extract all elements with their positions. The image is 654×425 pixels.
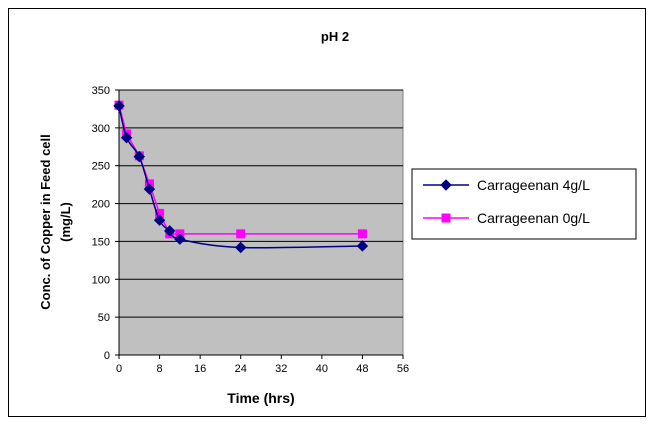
series-1-point-5 <box>164 225 176 237</box>
x-tick-label-40: 40 <box>316 363 328 375</box>
x-tick-label-16: 16 <box>194 363 206 375</box>
y-tick-label-0: 0 <box>104 350 110 362</box>
series-1-point-2 <box>133 150 145 163</box>
y-tick-label-300: 300 <box>92 123 110 135</box>
series-2-point-7 <box>236 229 246 239</box>
legend-label-series-2: Carrageenan 0g/L <box>477 210 590 226</box>
series-1-point-1 <box>120 131 133 144</box>
series-1-point-6 <box>174 233 186 245</box>
y-tick-label-250: 250 <box>92 161 110 173</box>
legend-marker-series-1 <box>440 179 452 191</box>
series-1-point-0 <box>113 100 125 112</box>
x-tick-label-32: 32 <box>275 363 287 375</box>
y-tick-label-100: 100 <box>92 274 110 286</box>
x-tick-label-8: 8 <box>157 363 163 375</box>
chart-frame: pH 2 0 50 100 150 200 250 300 350 0 8 16 24 32 40 48 56… <box>8 8 646 417</box>
legend-box <box>411 168 637 240</box>
grid-lines <box>119 89 403 318</box>
series-1-point-7 <box>235 241 247 254</box>
chart-title: pH 2 <box>321 29 349 44</box>
series-layer <box>113 100 369 254</box>
x-axis-title: Time (hrs) <box>227 390 294 406</box>
x-tick-label-56: 56 <box>397 363 409 375</box>
legend-items <box>423 179 469 223</box>
chart-svg: pH 2 0 50 100 150 200 250 300 350 0 8 16 24 32 40 48 56… <box>38 29 637 406</box>
series-1-point-4 <box>153 214 166 226</box>
series-2-point-8 <box>357 229 367 239</box>
y-tick-label-200: 200 <box>92 199 110 211</box>
legend-label-series-1: Carrageenan 4g/L <box>477 177 590 193</box>
series-1-point-3 <box>143 183 156 195</box>
x-tick-label-48: 48 <box>356 363 368 375</box>
legend: Carrageenan 4g/L Carrageenan 0g/L <box>411 168 637 240</box>
y-axis-title-line-2: (mg/L) <box>58 202 73 242</box>
plot-area <box>118 89 404 356</box>
legend-marker-series-2 <box>441 213 451 223</box>
y-axis-title-line-1: Conc. of Copper in Feed cell <box>38 134 53 310</box>
y-tick-label-50: 50 <box>98 312 110 324</box>
y-tick-label-150: 150 <box>92 236 110 248</box>
series-1 <box>113 100 369 254</box>
x-tick-label-0: 0 <box>116 363 122 375</box>
x-tick-label-24: 24 <box>235 363 247 375</box>
axes: 0 50 100 150 200 250 300 350 0 8 16 24 32 40 48 56 <box>92 85 409 375</box>
y-tick-label-350: 350 <box>92 85 110 97</box>
series-1-point-8 <box>356 240 369 252</box>
